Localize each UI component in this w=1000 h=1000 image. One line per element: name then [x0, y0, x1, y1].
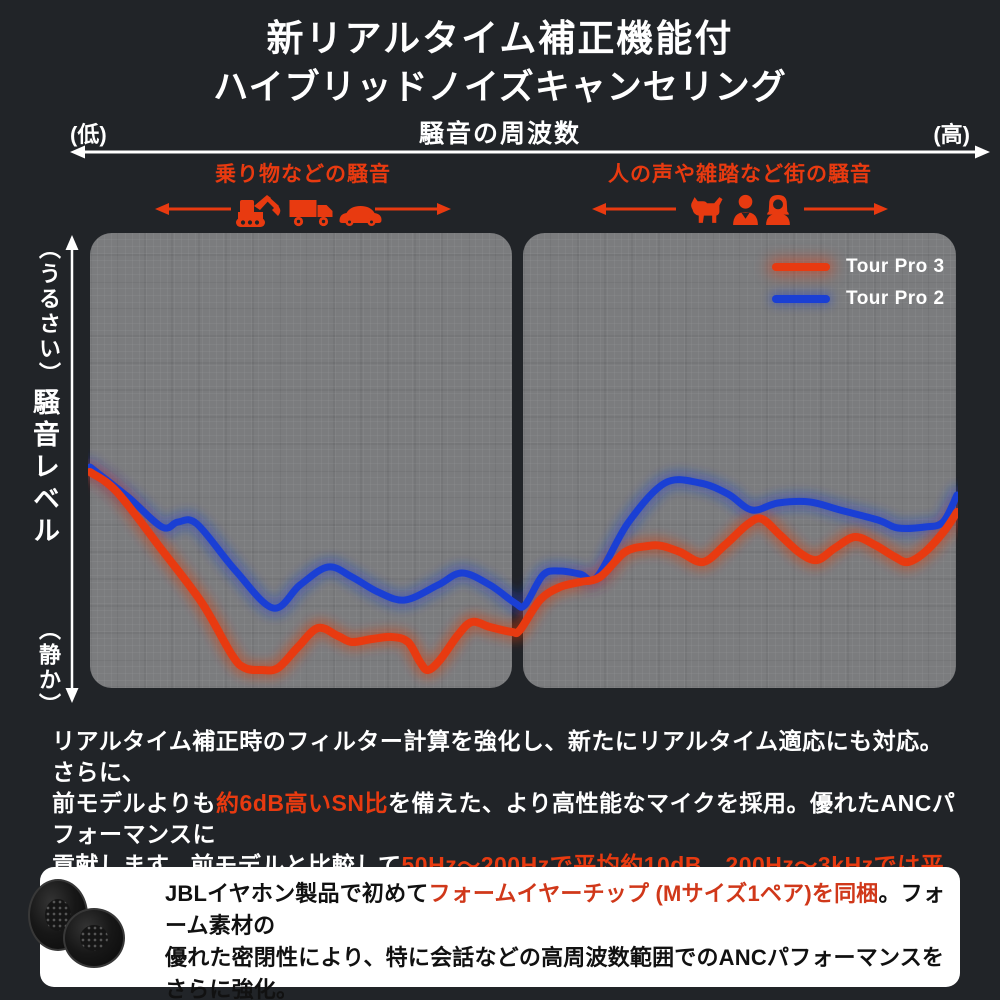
legend-item-tour-pro-3: Tour Pro 3 — [772, 254, 945, 280]
legend-label: Tour Pro 3 — [846, 256, 945, 277]
right-arrow-icon — [804, 203, 888, 215]
city-noise-label: 人の声や雑踏など街の騒音 — [608, 163, 872, 186]
right-arrow-icon — [375, 203, 451, 215]
dog-icon — [691, 197, 723, 223]
level-axis-title: 騒音レベル — [29, 388, 59, 548]
car-icon — [339, 206, 382, 226]
page-title: 新リアルタイム補正機能付 ハイブリッドノイズキャンセリング — [0, 14, 1000, 112]
legend: Tour Pro 3 Tour Pro 2 — [772, 254, 945, 318]
title-line-2: ハイブリッドノイズキャンセリング — [213, 68, 787, 107]
level-axis-double-arrow-icon — [65, 235, 79, 703]
footer-segment: 優れた密閉性により、特に会話などの高周波数範囲でのANCパフォーマンスをさらに強… — [165, 945, 945, 1000]
left-arrow-icon — [155, 203, 231, 215]
ear-tip-mesh — [80, 925, 108, 951]
vehicle-noise-label: 乗り物などの騒音 — [215, 163, 391, 186]
truck-icon — [289, 200, 333, 227]
footer-segment: JBLイヤホン製品で初めて — [165, 881, 429, 906]
tour-pro-3-line-swatch — [772, 263, 830, 271]
vehicle-noise-icon-row — [155, 188, 451, 230]
person-bust-icon — [733, 194, 758, 225]
title-line-1: 新リアルタイム補正機能付 — [266, 18, 734, 59]
freq-axis-low-label: (低) — [70, 122, 107, 147]
person-bust-long-hair-icon — [766, 195, 790, 225]
city-noise-icon-row — [592, 188, 888, 230]
left-arrow-icon — [592, 203, 676, 215]
body-segment: リアルタイム補正時のフィルター計算を強化し、新たにリアルタイム適応にも対応。さら… — [52, 728, 944, 785]
freq-axis-double-arrow-icon — [70, 145, 990, 159]
foam-ear-tip-image-2 — [63, 908, 125, 968]
chart-panel-vehicle-noise — [90, 233, 512, 688]
footer-segment: 。フォーム素材の — [165, 881, 946, 938]
freq-axis-high-label: (高) — [933, 122, 970, 147]
legend-item-tour-pro-2: Tour Pro 2 — [772, 286, 945, 312]
foam-ear-tip-paragraph: JBLイヤホン製品で初めてフォームイヤーチップ (Mサイズ1ペア)を同梱。フォー… — [165, 878, 955, 1000]
legend-label: Tour Pro 2 — [846, 288, 945, 309]
excavator-icon — [236, 195, 281, 227]
foam-ear-tip-callout-box — [40, 867, 960, 987]
body-segment: 前モデルよりも — [52, 790, 217, 816]
level-axis-quiet-label: （静か） — [36, 618, 61, 718]
body-segment: を備えた、より高性能なマイクを採用。優れたANCパフォーマンスに — [52, 790, 956, 847]
level-axis-loud-label: （うるさい） — [36, 237, 61, 387]
freq-axis-title: 騒音の周波数 — [418, 120, 581, 148]
body-segment-highlight: 約6dB高いSN比 — [216, 790, 388, 816]
tour-pro-2-line-swatch — [772, 295, 830, 303]
footer-segment-highlight: フォームイヤーチップ (Mサイズ1ペア)を同梱 — [428, 881, 879, 906]
